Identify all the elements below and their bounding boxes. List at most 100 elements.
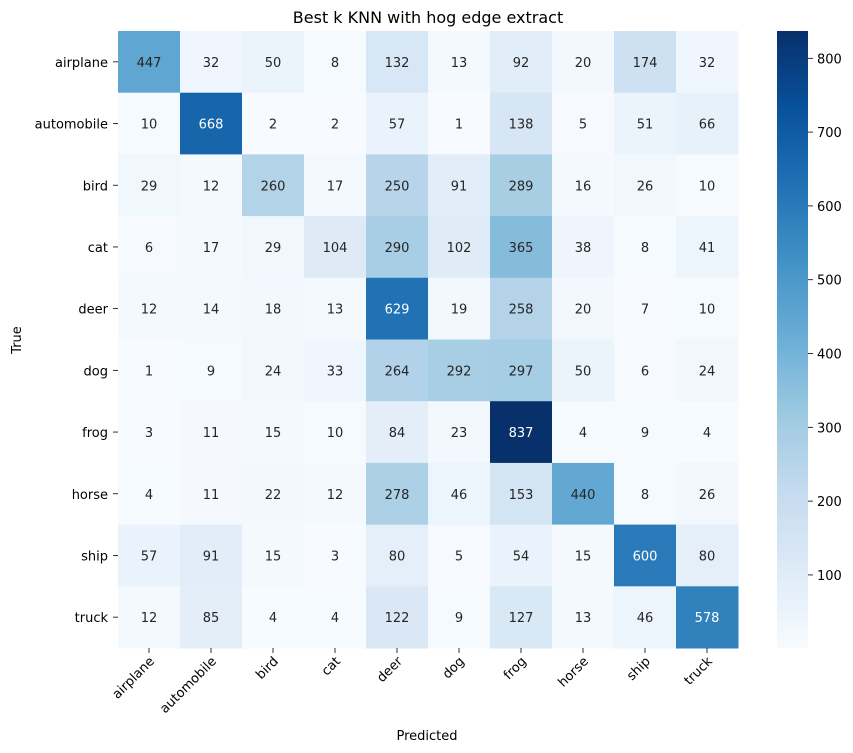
- heatmap-cell: [614, 277, 677, 340]
- heatmap-cell: [490, 586, 553, 649]
- heatmap-cell: [676, 31, 739, 94]
- heatmap-cell: [366, 277, 429, 340]
- heatmap-cell: [366, 401, 429, 464]
- cell-value-label: 10: [141, 118, 158, 133]
- heatmap-cell: [552, 462, 615, 526]
- cell-value-label: 24: [699, 364, 716, 379]
- cell-value-label: 290: [385, 241, 410, 256]
- cell-value-label: 174: [633, 56, 658, 71]
- cell-value-label: 440: [571, 488, 596, 503]
- heatmap-cell: [428, 277, 491, 340]
- cell-value-label: 297: [509, 364, 534, 379]
- cell-value-label: 17: [203, 241, 220, 256]
- heatmap-cell: [552, 92, 615, 155]
- heatmap-cell: [490, 216, 553, 279]
- heatmap-cell: [118, 339, 181, 402]
- heatmap-cell: [118, 462, 181, 526]
- heatmap-cell: [614, 31, 677, 94]
- cell-value-label: 57: [141, 549, 158, 564]
- heatmap-cell: [242, 277, 305, 340]
- cell-value-label: 32: [699, 56, 716, 71]
- cell-value-label: 15: [265, 549, 282, 564]
- colorbar-tick-label: 200: [817, 495, 842, 510]
- heatmap-cell: [304, 31, 367, 94]
- heatmap-cell: [428, 92, 491, 155]
- cell-value-label: 4: [145, 488, 153, 503]
- x-tick-label: automobile: [157, 654, 219, 716]
- heatmap-cell: [676, 339, 739, 402]
- cell-value-label: 10: [699, 179, 716, 194]
- cell-value-label: 4: [703, 426, 711, 441]
- x-tick-label: truck: [682, 654, 717, 689]
- cell-value-label: 13: [327, 303, 344, 318]
- cell-value-label: 447: [137, 56, 162, 71]
- heatmap-cell: [490, 462, 553, 526]
- x-tick-label: dog: [440, 654, 468, 682]
- cell-value-label: 629: [385, 303, 410, 318]
- cell-value-label: 600: [633, 549, 658, 564]
- x-tick-label: ship: [624, 654, 654, 684]
- cell-value-label: 2: [269, 118, 277, 133]
- heatmap-cell: [304, 586, 367, 649]
- cell-value-label: 292: [447, 364, 472, 379]
- x-tick-label: cat: [319, 654, 344, 679]
- heatmap-cell: [304, 339, 367, 402]
- heatmap-cell: [428, 154, 491, 217]
- heatmap-cell: [490, 401, 553, 464]
- heatmap-cell: [242, 339, 305, 402]
- cell-value-label: 138: [509, 118, 534, 133]
- cell-value-label: 57: [389, 118, 406, 133]
- cell-value-label: 50: [265, 56, 282, 71]
- heatmap-cell: [614, 154, 677, 217]
- cell-value-label: 3: [145, 426, 153, 441]
- cell-value-label: 54: [513, 549, 530, 564]
- x-tick-label: frog: [501, 654, 530, 683]
- cell-value-label: 84: [389, 426, 406, 441]
- heatmap-cell: [552, 339, 615, 402]
- heatmap-cell: [428, 524, 491, 587]
- cell-value-label: 5: [455, 549, 463, 564]
- cell-value-label: 15: [575, 549, 592, 564]
- y-tick-label: ship: [81, 549, 108, 564]
- cell-value-label: 26: [699, 488, 716, 503]
- colorbar-tick-label: 800: [817, 52, 842, 67]
- heatmap-cell: [118, 401, 181, 464]
- heatmap-cell: [614, 339, 677, 402]
- heatmap-cell: [366, 31, 429, 94]
- cell-value-label: 578: [695, 611, 720, 626]
- heatmap-cell: [118, 154, 181, 217]
- heatmap-cell: [118, 277, 181, 340]
- heatmap-cell: [428, 31, 491, 94]
- heatmap-cell: [180, 154, 243, 217]
- cell-value-label: 7: [641, 303, 649, 318]
- cell-value-label: 102: [447, 241, 472, 256]
- heatmap-cell: [180, 92, 243, 155]
- heatmap-cell: [676, 154, 739, 217]
- heatmap-cell: [614, 586, 677, 649]
- cell-value-label: 1: [145, 364, 153, 379]
- colorbar-tick-label: 300: [817, 421, 842, 436]
- cell-value-label: 264: [385, 364, 410, 379]
- cell-value-label: 668: [199, 118, 224, 133]
- y-axis-label: True: [10, 326, 25, 355]
- y-tick-label: truck: [75, 611, 109, 626]
- heatmap-cell: [614, 462, 677, 526]
- heatmap-cell: [428, 462, 491, 526]
- x-tick-label: horse: [556, 654, 592, 690]
- cell-value-label: 29: [141, 179, 158, 194]
- heatmap-cell: [552, 401, 615, 464]
- heatmap-cell: [366, 339, 429, 402]
- heatmap-cell: [614, 524, 677, 587]
- heatmap-cell: [614, 401, 677, 464]
- heatmap-cell: [490, 339, 553, 402]
- heatmap-cell: [118, 31, 181, 94]
- y-tick-label: automobile: [35, 118, 108, 133]
- heatmap-cell: [428, 586, 491, 649]
- heatmap-cell: [676, 401, 739, 464]
- cell-value-label: 260: [261, 179, 286, 194]
- cell-value-label: 122: [385, 611, 410, 626]
- cell-value-label: 10: [327, 426, 344, 441]
- heatmap-cell: [490, 154, 553, 217]
- cell-value-label: 29: [265, 241, 282, 256]
- heatmap-cell: [304, 462, 367, 526]
